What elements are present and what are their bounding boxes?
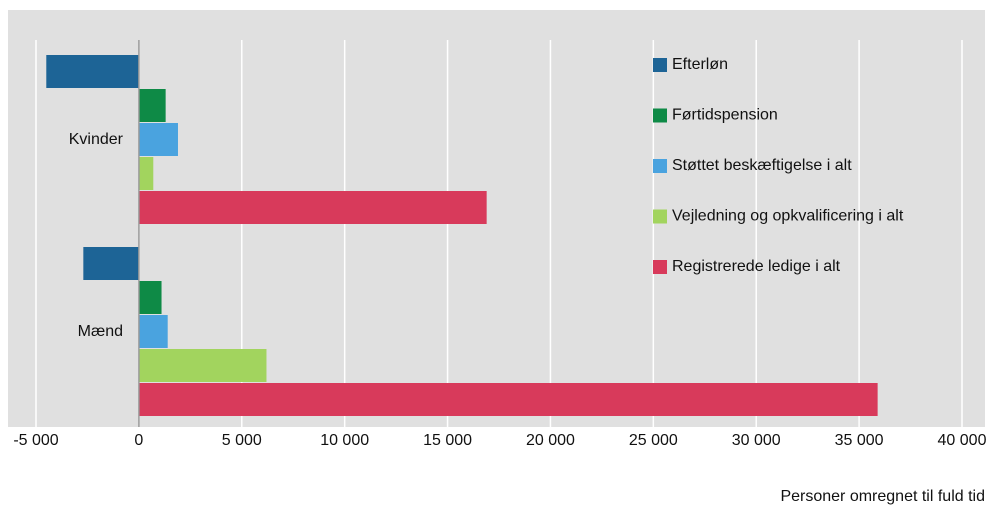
- legend-label: Støttet beskæftigelse i alt: [672, 157, 852, 174]
- bar: [138, 89, 166, 122]
- x-tick-label: 10 000: [320, 432, 369, 449]
- x-tick-label: 40 000: [938, 432, 987, 449]
- x-tick-label: 15 000: [423, 432, 472, 449]
- x-tick-label: 25 000: [629, 432, 678, 449]
- bar: [138, 123, 178, 156]
- y-tick-label: Mænd: [78, 323, 123, 340]
- y-tick-label: Kvinder: [69, 131, 124, 148]
- legend-swatch: [653, 159, 667, 173]
- legend-label: Registrerede ledige i alt: [672, 258, 841, 275]
- legend-swatch: [653, 260, 667, 274]
- bar: [138, 281, 162, 314]
- x-tick-label: 30 000: [732, 432, 781, 449]
- legend-swatch: [653, 108, 667, 123]
- x-tick-label: 5 000: [222, 432, 262, 449]
- x-axis-label: Personer omregnet til fuld tid: [780, 488, 985, 505]
- bar: [138, 157, 154, 190]
- bar: [138, 191, 487, 224]
- legend-swatch: [653, 209, 667, 224]
- bar: [138, 315, 168, 348]
- bar: [46, 55, 139, 88]
- x-tick-label: 35 000: [835, 432, 884, 449]
- legend-label: Vejledning og opkvalificering i alt: [672, 208, 904, 225]
- bar: [138, 349, 267, 382]
- bar: [138, 383, 878, 416]
- legend-label: Førtidspension: [672, 107, 778, 124]
- legend-swatch: [653, 58, 667, 72]
- x-tick-label: 0: [134, 432, 143, 449]
- bar: [83, 247, 139, 280]
- legend-label: Efterløn: [672, 56, 728, 73]
- x-tick-label: -5 000: [13, 432, 58, 449]
- x-tick-label: 20 000: [526, 432, 575, 449]
